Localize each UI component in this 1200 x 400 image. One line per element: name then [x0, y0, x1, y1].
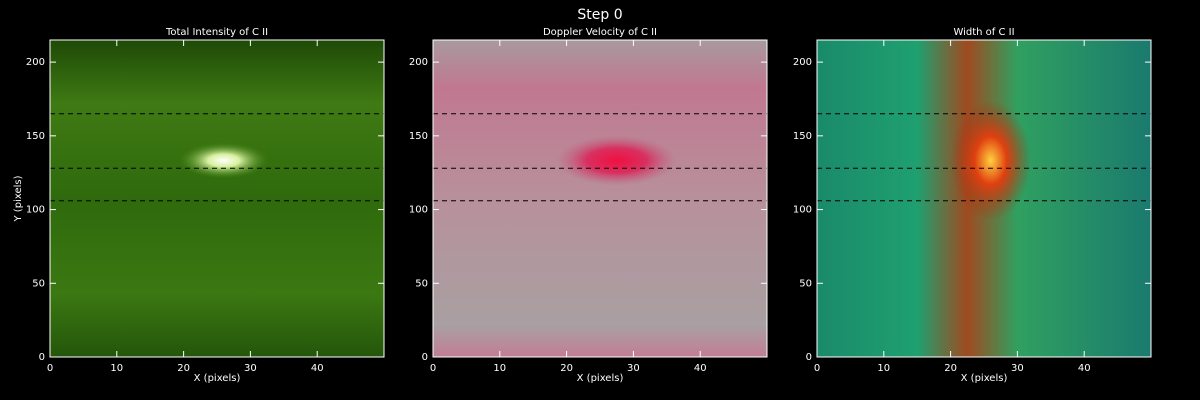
image-feature	[178, 142, 269, 179]
y-tick-label: 0	[422, 352, 428, 363]
figure-title: Step 0	[577, 7, 622, 23]
y-axis-label: Y (pixels)	[13, 175, 24, 222]
image	[50, 40, 384, 357]
y-tick-label: 0	[806, 352, 812, 363]
chart-title: Doppler Velocity of C II	[543, 27, 657, 38]
chart-title: Total Intensity of C II	[165, 27, 268, 38]
y-tick-label: 50	[415, 278, 428, 289]
y-tick-label: 0	[39, 352, 45, 363]
x-tick-label: 0	[814, 363, 820, 374]
y-tick-label: 200	[26, 57, 45, 68]
plot-frame	[49, 39, 385, 358]
image-feature	[950, 100, 1031, 221]
x-axis-label: X (pixels)	[194, 373, 241, 384]
x-tick-label: 30	[627, 363, 640, 374]
x-axis-label: X (pixels)	[577, 373, 624, 384]
x-tick-label: 30	[1011, 363, 1024, 374]
x-tick-label: 0	[47, 363, 53, 374]
x-tick-label: 40	[1078, 363, 1091, 374]
plot-frame	[816, 39, 1152, 358]
y-tick-label: 200	[793, 57, 812, 68]
x-tick-label: 10	[493, 363, 506, 374]
plot-frame	[432, 39, 768, 358]
x-tick-label: 20	[944, 363, 957, 374]
y-tick-label: 150	[26, 131, 45, 142]
y-tick-label: 50	[32, 278, 45, 289]
y-tick-label: 200	[409, 57, 428, 68]
x-tick-label: 20	[560, 363, 573, 374]
y-tick-label: 50	[799, 278, 812, 289]
y-tick-label: 150	[793, 131, 812, 142]
x-tick-label: 0	[430, 363, 436, 374]
image	[433, 40, 767, 357]
x-tick-label: 20	[177, 363, 190, 374]
x-tick-label: 40	[311, 363, 324, 374]
chart-title: Width of C II	[953, 27, 1014, 38]
y-tick-label: 150	[409, 131, 428, 142]
y-tick-label: 100	[793, 205, 812, 216]
x-tick-label: 30	[244, 363, 257, 374]
x-tick-label: 10	[110, 363, 123, 374]
y-tick-label: 100	[26, 205, 45, 216]
y-tick-label: 100	[409, 205, 428, 216]
x-tick-label: 40	[694, 363, 707, 374]
x-axis-label: X (pixels)	[961, 373, 1008, 384]
image-feature	[556, 135, 677, 186]
x-tick-label: 10	[877, 363, 890, 374]
